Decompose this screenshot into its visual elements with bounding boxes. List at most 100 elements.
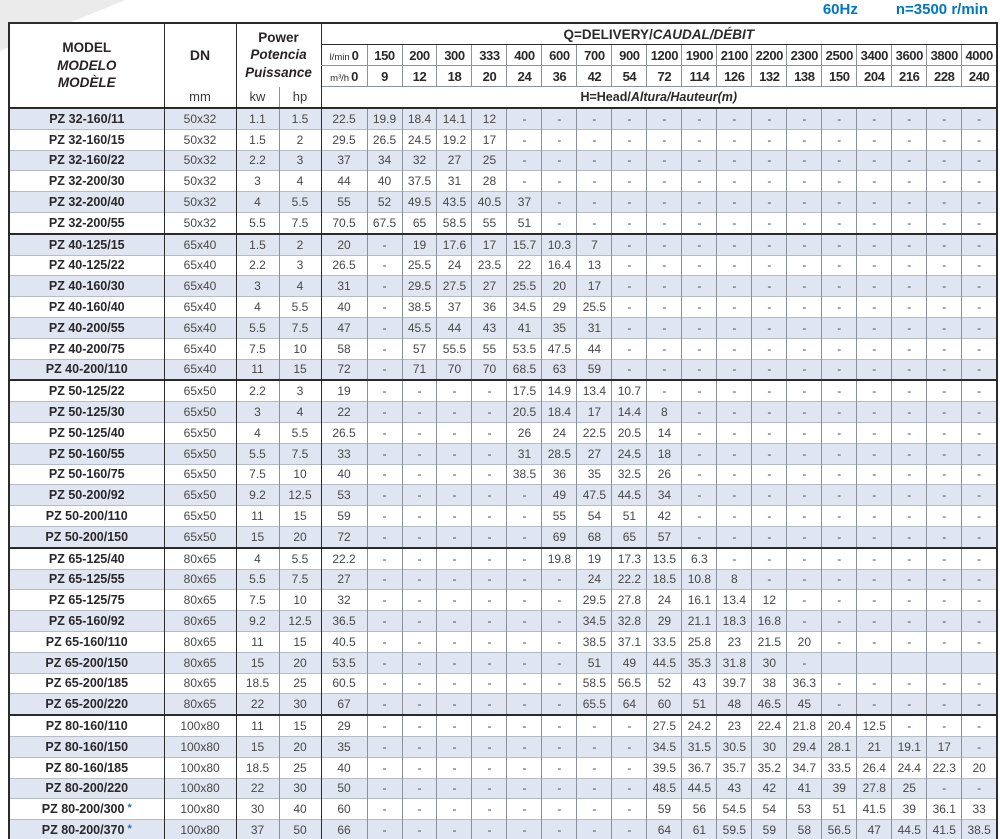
model-name: PZ 65-125/55 (9, 568, 164, 590)
head-value-cell: - (401, 401, 437, 423)
head-value-cell: - (821, 568, 857, 590)
dn-value: 50x32 (163, 149, 236, 171)
head-value-cell: 27.8 (856, 777, 892, 799)
frequency-speed-header: 60Hz n=3500 r/min (823, 1, 988, 18)
dn-value: 65x40 (163, 316, 236, 339)
head-value-cell: - (856, 316, 892, 339)
head-value-cell: - (786, 358, 822, 381)
head-value-cell: - (366, 798, 402, 820)
dn-value: 65x50 (163, 421, 236, 444)
head-value-cell: - (821, 191, 857, 213)
head-value-cell: 71 (401, 358, 437, 381)
head-value-cell: - (681, 525, 717, 548)
head-value-cell: - (786, 296, 822, 318)
head-value-cell: - (366, 254, 402, 276)
table-row: PZ 65-160/92 80x65 9.2 12.5 36.5- - - - - -34.5 32… (9, 610, 997, 632)
head-value-cell: 29.4 (786, 735, 822, 758)
head-value-cell: 60 (320, 798, 368, 820)
head-value-cell: - (506, 735, 542, 758)
hp-value: 30 (278, 777, 322, 799)
head-value-cell: 55 (541, 505, 577, 527)
head-value-cell: 41 (506, 316, 542, 339)
head-value-cell: - (856, 296, 892, 318)
head-value-cell: - (716, 463, 752, 485)
lmin-header-cell: l/min 0 (320, 44, 368, 66)
head-value-cell: 17.5 (506, 379, 542, 402)
head-value-cell: - (926, 232, 962, 256)
head-value-cell: - (471, 379, 507, 402)
head-value-cell: 17 (576, 401, 612, 423)
head-value-cell: - (471, 505, 507, 527)
head-value-cell: - (926, 568, 962, 590)
kw-value: 11 (235, 630, 279, 653)
head-value-cell: - (576, 191, 612, 213)
hp-value: 20 (278, 735, 322, 758)
head-value-cell: - (506, 693, 542, 716)
head-value-cell: 21.1 (681, 610, 717, 632)
table-row: PZ 65-125/40 80x65 4 5.5 22.2- - - - -19.8 19 17.3… (9, 546, 997, 570)
hp-value: 3 (278, 149, 322, 171)
head-value-cell: - (821, 401, 857, 423)
head-value-cell: 46.5 (751, 693, 787, 716)
kw-value: 11 (235, 714, 279, 737)
hp-value: 50 (278, 819, 322, 839)
table-row: PZ 32-160/11 50x32 1.1 1.5 22.5 19.9 18.4 14.1 1… (9, 107, 997, 130)
head-value-cell: - (716, 525, 752, 548)
head-value-cell: - (751, 170, 787, 192)
head-value-cell: 33 (320, 442, 368, 465)
head-value-cell: 22.4 (751, 714, 787, 737)
head-value-cell: - (576, 107, 612, 130)
hp-value: 5.5 (278, 421, 322, 444)
head-value-cell: - (401, 546, 437, 570)
lmin-header-cell: 300 (436, 44, 472, 66)
head-value-cell: 12 (471, 107, 507, 130)
head-value-cell: - (576, 128, 612, 151)
head-value-cell: - (716, 546, 752, 570)
head-value-cell: - (821, 149, 857, 171)
head-value-cell: - (786, 546, 822, 570)
kw-unit-label: kw (235, 86, 279, 108)
head-value-cell: - (506, 610, 542, 632)
head-value-cell: 37 (320, 149, 368, 171)
dn-value: 65x40 (163, 275, 236, 297)
head-value-cell: - (541, 170, 577, 192)
head-value-cell: - (856, 337, 892, 360)
head-value-cell: 39 (821, 777, 857, 799)
m3h-header-cell: 24 (506, 65, 542, 87)
head-value-cell: 44 (320, 170, 368, 192)
lmin-header-cell: 2500 (821, 44, 857, 66)
head-value-cell: - (436, 401, 472, 423)
head-value-cell: 8 (646, 401, 682, 423)
head-value-cell: - (366, 589, 402, 611)
head-value-cell: 10.3 (541, 232, 577, 256)
head-value-cell: - (891, 296, 927, 318)
dn-value: 50x32 (163, 128, 236, 151)
kw-value: 37 (235, 819, 279, 839)
head-value-cell: 7 (576, 232, 612, 256)
head-value-cell: - (471, 610, 507, 632)
head-value-cell: - (681, 337, 717, 360)
head-value-cell: - (576, 149, 612, 171)
head-value-cell: - (786, 589, 822, 611)
head-value-cell: - (471, 651, 507, 674)
head-value-cell: 26.4 (856, 756, 892, 778)
head-value-cell: - (856, 484, 892, 506)
head-value-cell: 72 (320, 358, 368, 381)
head-value-cell: - (366, 651, 402, 674)
head-value-cell: - (681, 275, 717, 297)
head-title-en: H=Head/ (580, 90, 631, 104)
head-value-cell: 59.5 (716, 819, 752, 839)
head-value-cell: - (856, 546, 892, 570)
head-value-cell: - (891, 316, 927, 339)
model-name: PZ 50-125/30 (9, 401, 164, 423)
m3h-header-cell: 204 (856, 65, 892, 87)
kw-value: 4 (235, 191, 279, 213)
table-row: PZ 65-200/150 80x65 15 20 53.5- - - - - -51 49 44.5… (9, 651, 997, 674)
head-value-cell: 25.8 (681, 630, 717, 653)
head-value-cell: - (646, 275, 682, 297)
head-value-cell: 26.5 (320, 421, 368, 444)
head-value-cell: - (716, 401, 752, 423)
power-label-es: Potencia (250, 47, 307, 63)
head-value-cell: - (611, 254, 647, 276)
head-value-cell: 44.5 (681, 777, 717, 799)
